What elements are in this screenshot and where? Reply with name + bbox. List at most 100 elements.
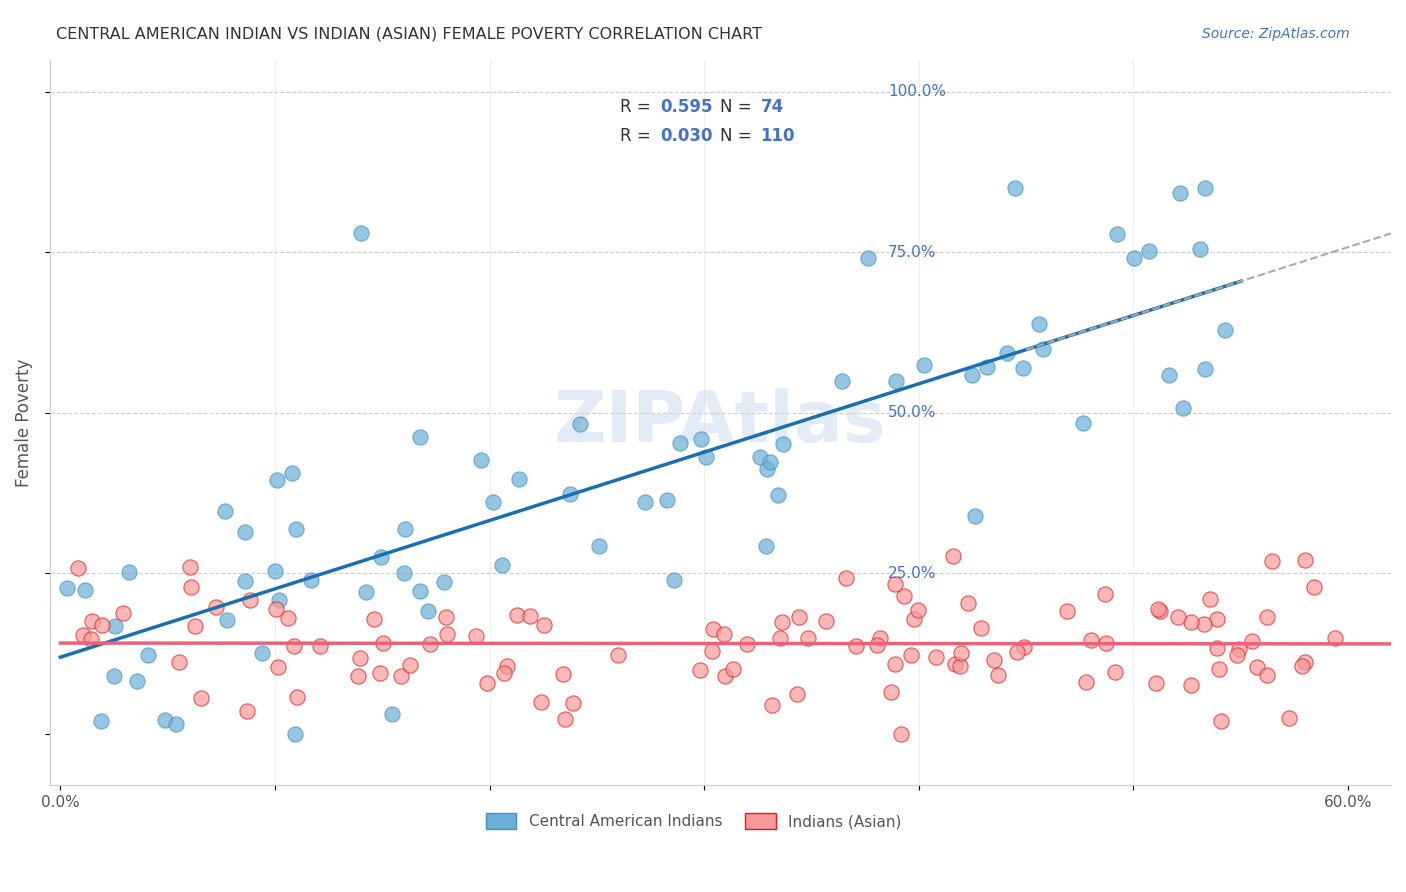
Text: 0.595: 0.595 — [659, 98, 713, 116]
Indians (Asian) — [787, 610, 810, 624]
Central American Indians — [56, 581, 79, 595]
Legend: Central American Indians, Indians (Asian): Central American Indians, Indians (Asian… — [479, 807, 907, 836]
Central American Indians — [1122, 252, 1144, 266]
Indians (Asian) — [925, 650, 948, 665]
Indians (Asian) — [907, 603, 929, 617]
Central American Indians — [470, 453, 492, 467]
Indians (Asian) — [1094, 587, 1116, 601]
Indians (Asian) — [890, 727, 912, 741]
Central American Indians — [118, 565, 141, 579]
Indians (Asian) — [1005, 645, 1028, 659]
Central American Indians — [912, 359, 935, 373]
Indians (Asian) — [880, 684, 903, 698]
Central American Indians — [759, 455, 782, 469]
Indians (Asian) — [969, 621, 991, 635]
Indians (Asian) — [506, 607, 529, 622]
Central American Indians — [1032, 342, 1054, 356]
Indians (Asian) — [368, 666, 391, 681]
Indians (Asian) — [1256, 609, 1278, 624]
Indians (Asian) — [1192, 617, 1215, 632]
Indians (Asian) — [893, 590, 915, 604]
Indians (Asian) — [551, 667, 574, 681]
Indians (Asian) — [1302, 580, 1324, 594]
Indians (Asian) — [1080, 633, 1102, 648]
Central American Indians — [669, 436, 692, 450]
Central American Indians — [1012, 360, 1035, 375]
Indians (Asian) — [1227, 642, 1250, 657]
Indians (Asian) — [82, 614, 104, 628]
Central American Indians — [1170, 186, 1192, 200]
Indians (Asian) — [1180, 615, 1202, 630]
Text: 50.0%: 50.0% — [889, 405, 936, 420]
Indians (Asian) — [346, 669, 368, 683]
Indians (Asian) — [283, 639, 305, 653]
Central American Indians — [250, 646, 273, 660]
Indians (Asian) — [277, 610, 299, 624]
Central American Indians — [1071, 416, 1094, 430]
Central American Indians — [1004, 181, 1026, 195]
Indians (Asian) — [389, 669, 412, 683]
Indians (Asian) — [884, 657, 907, 671]
Central American Indians — [960, 368, 983, 383]
Indians (Asian) — [533, 617, 555, 632]
Text: 25.0%: 25.0% — [889, 566, 936, 581]
Central American Indians — [657, 493, 679, 508]
Indians (Asian) — [770, 615, 793, 629]
Indians (Asian) — [266, 602, 288, 616]
Indians (Asian) — [1144, 676, 1167, 690]
Central American Indians — [408, 430, 430, 444]
Indians (Asian) — [714, 669, 737, 683]
Text: 74: 74 — [761, 98, 783, 116]
Indians (Asian) — [1147, 602, 1170, 616]
Indians (Asian) — [700, 644, 723, 658]
Indians (Asian) — [1014, 640, 1036, 654]
Indians (Asian) — [266, 660, 288, 674]
Text: R =: R = — [620, 127, 655, 145]
Indians (Asian) — [112, 606, 135, 620]
Indians (Asian) — [942, 549, 965, 563]
Indians (Asian) — [80, 632, 103, 647]
Indians (Asian) — [1209, 714, 1232, 729]
Central American Indians — [418, 604, 440, 618]
Indians (Asian) — [797, 631, 820, 645]
Central American Indians — [491, 558, 513, 572]
Indians (Asian) — [1149, 604, 1171, 618]
Central American Indians — [695, 450, 717, 464]
Text: ZIPAtlas: ZIPAtlas — [554, 388, 887, 457]
Indians (Asian) — [184, 619, 207, 633]
Indians (Asian) — [190, 691, 212, 706]
Central American Indians — [103, 669, 125, 683]
Central American Indians — [394, 522, 416, 536]
Central American Indians — [1171, 401, 1194, 416]
Indians (Asian) — [1180, 678, 1202, 692]
Central American Indians — [995, 346, 1018, 360]
Central American Indians — [153, 714, 176, 728]
Indians (Asian) — [983, 652, 1005, 666]
Central American Indians — [588, 540, 610, 554]
Indians (Asian) — [1104, 665, 1126, 679]
Indians (Asian) — [1056, 604, 1078, 618]
Indians (Asian) — [1199, 591, 1222, 606]
Indians (Asian) — [761, 698, 783, 712]
Indians (Asian) — [721, 662, 744, 676]
Indians (Asian) — [436, 627, 458, 641]
Indians (Asian) — [530, 696, 553, 710]
Central American Indians — [1194, 362, 1216, 376]
Indians (Asian) — [884, 577, 907, 591]
Central American Indians — [748, 450, 770, 465]
Indians (Asian) — [737, 637, 759, 651]
Indians (Asian) — [91, 617, 114, 632]
Indians (Asian) — [167, 656, 190, 670]
Indians (Asian) — [1226, 648, 1249, 663]
Indians (Asian) — [1074, 675, 1097, 690]
Indians (Asian) — [1324, 631, 1347, 645]
Indians (Asian) — [519, 608, 541, 623]
Central American Indians — [165, 716, 187, 731]
Indians (Asian) — [562, 696, 585, 710]
Indians (Asian) — [1295, 655, 1317, 669]
Indians (Asian) — [866, 638, 889, 652]
Text: Source: ZipAtlas.com: Source: ZipAtlas.com — [1202, 27, 1350, 41]
Indians (Asian) — [1291, 658, 1313, 673]
Indians (Asian) — [349, 650, 371, 665]
Central American Indians — [381, 706, 404, 721]
